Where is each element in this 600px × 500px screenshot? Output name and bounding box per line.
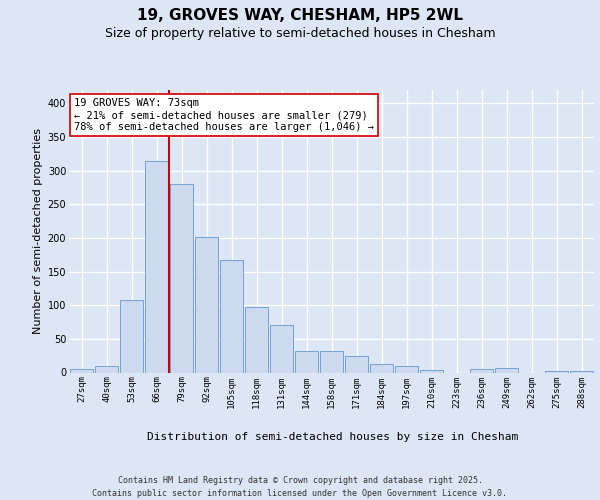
Bar — [395, 366, 418, 372]
Bar — [420, 370, 443, 372]
Bar — [170, 184, 193, 372]
Bar — [345, 356, 368, 372]
Bar — [120, 300, 143, 372]
Bar — [295, 351, 318, 372]
Text: Size of property relative to semi-detached houses in Chesham: Size of property relative to semi-detach… — [104, 28, 496, 40]
Text: Contains HM Land Registry data © Crown copyright and database right 2025.
Contai: Contains HM Land Registry data © Crown c… — [92, 476, 508, 498]
Bar — [220, 260, 243, 372]
Bar — [320, 351, 343, 372]
Bar — [545, 371, 568, 372]
Text: 19, GROVES WAY, CHESHAM, HP5 2WL: 19, GROVES WAY, CHESHAM, HP5 2WL — [137, 8, 463, 22]
Bar — [495, 368, 518, 372]
Y-axis label: Number of semi-detached properties: Number of semi-detached properties — [34, 128, 43, 334]
Bar — [195, 236, 218, 372]
Bar — [370, 364, 393, 372]
Bar — [95, 366, 118, 372]
Bar — [145, 160, 168, 372]
Text: Distribution of semi-detached houses by size in Chesham: Distribution of semi-detached houses by … — [148, 432, 518, 442]
Bar — [70, 369, 93, 372]
Text: 19 GROVES WAY: 73sqm
← 21% of semi-detached houses are smaller (279)
78% of semi: 19 GROVES WAY: 73sqm ← 21% of semi-detac… — [74, 98, 374, 132]
Bar — [270, 326, 293, 372]
Bar — [245, 308, 268, 372]
Bar — [470, 369, 493, 372]
Bar — [570, 371, 593, 372]
